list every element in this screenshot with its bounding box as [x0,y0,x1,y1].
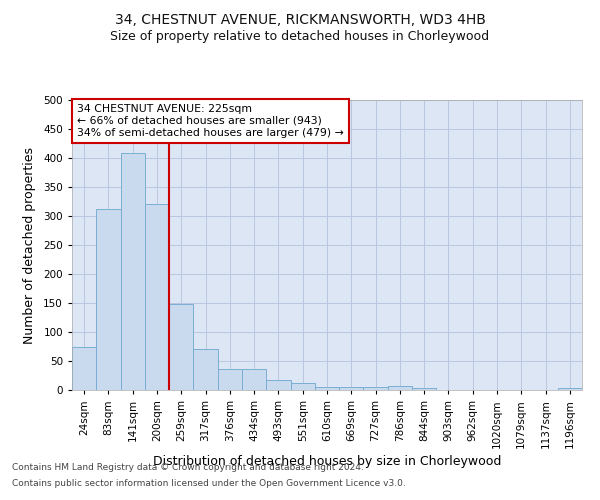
Y-axis label: Number of detached properties: Number of detached properties [23,146,36,344]
X-axis label: Distribution of detached houses by size in Chorleywood: Distribution of detached houses by size … [153,454,501,468]
Bar [315,387,339,390]
Bar [96,209,121,390]
Text: Size of property relative to detached houses in Chorleywood: Size of property relative to detached ho… [110,30,490,43]
Bar [145,204,169,390]
Bar [290,383,315,390]
Bar [339,386,364,390]
Bar [193,350,218,390]
Text: Contains public sector information licensed under the Open Government Licence v3: Contains public sector information licen… [12,478,406,488]
Bar [266,380,290,390]
Text: 34 CHESTNUT AVENUE: 225sqm
← 66% of detached houses are smaller (943)
34% of sem: 34 CHESTNUT AVENUE: 225sqm ← 66% of deta… [77,104,344,138]
Bar [364,386,388,390]
Bar [218,369,242,390]
Text: 34, CHESTNUT AVENUE, RICKMANSWORTH, WD3 4HB: 34, CHESTNUT AVENUE, RICKMANSWORTH, WD3 … [115,12,485,26]
Text: Contains HM Land Registry data © Crown copyright and database right 2024.: Contains HM Land Registry data © Crown c… [12,464,364,472]
Bar [558,388,582,390]
Bar [412,388,436,390]
Bar [242,369,266,390]
Bar [169,304,193,390]
Bar [121,154,145,390]
Bar [72,346,96,390]
Bar [388,386,412,390]
